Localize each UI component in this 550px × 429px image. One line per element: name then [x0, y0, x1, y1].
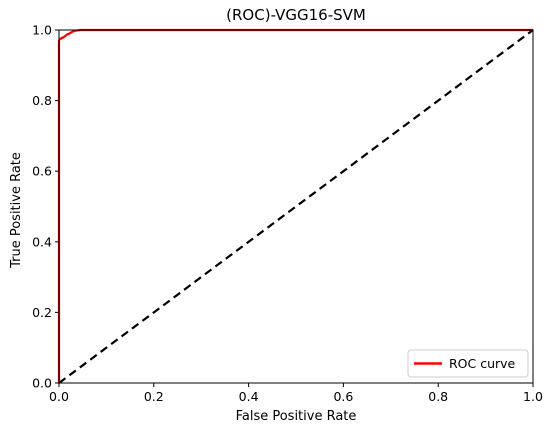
x-tick-label: 0.0 [49, 389, 69, 404]
x-tick-label: 0.8 [428, 389, 448, 404]
legend: ROC curve [407, 349, 529, 378]
x-tick-label: 0.4 [239, 389, 259, 404]
y-axis-label: True Positive Rate [9, 152, 24, 269]
y-tick-label: 0.2 [32, 305, 52, 320]
x-axis-ticks: 0.0 0.2 0.4 0.6 0.8 1.0 [49, 383, 543, 404]
y-tick-label: 0.0 [32, 376, 52, 391]
series-line-diagonal-reference [58, 29, 534, 384]
y-tick-label: 1.0 [32, 23, 52, 38]
x-tick-label: 0.6 [333, 389, 353, 404]
axes-frame [58, 29, 534, 384]
x-axis-label: False Positive Rate [236, 409, 357, 424]
x-tick-label: 0.2 [144, 389, 164, 404]
plot-area [57, 28, 534, 384]
legend-box [407, 349, 529, 378]
chart-title: (ROC)-VGG16-SVM [226, 6, 366, 24]
series-line-roc-curve [57, 28, 533, 383]
y-tick-label: 0.4 [32, 234, 52, 249]
y-tick-label: 0.6 [32, 164, 52, 179]
y-axis-ticks: 0.0 0.2 0.4 0.6 0.8 1.0 [32, 23, 59, 391]
legend-label-roc-curve: ROC curve [449, 356, 516, 371]
y-tick-label: 0.8 [32, 93, 52, 108]
x-tick-label: 1.0 [523, 389, 543, 404]
